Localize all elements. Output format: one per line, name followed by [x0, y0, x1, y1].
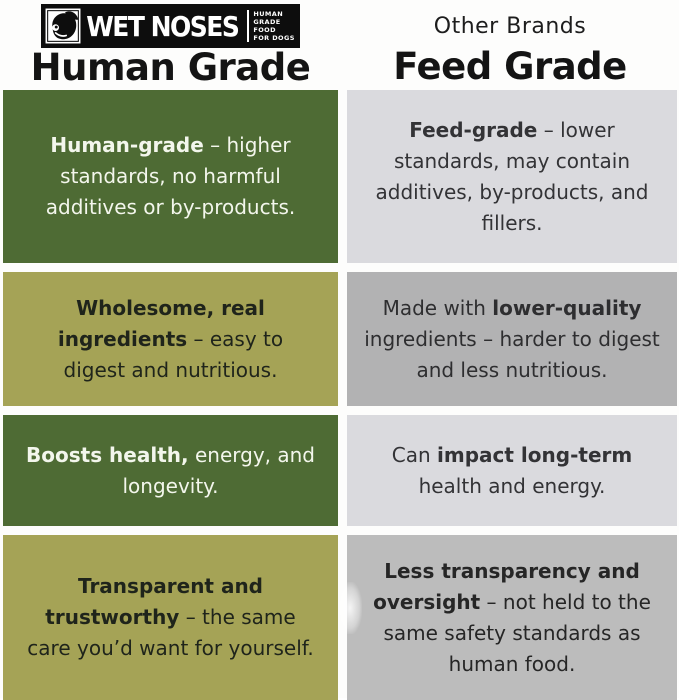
header-feed-grade-column: Other Brands Feed Grade — [341, 0, 679, 90]
wet-noses-logo: WET NOSES HUMAN GRADE FOOD FOR DOGS — [41, 4, 300, 48]
logo-brand-text: WET NOSES — [86, 9, 240, 43]
logo-tagline-line: FOOD — [253, 26, 276, 34]
other-brands-subtitle: Other Brands — [433, 14, 587, 39]
feed-grade-title: Feed Grade — [393, 45, 627, 88]
row3-human-grade-cell: Boosts health, energy, and longevity. — [3, 415, 338, 526]
row4-feed-grade-cell: Less transparency and oversight – not he… — [347, 535, 677, 700]
row2-feed-grade-cell: Made with lower-quality ingredients – ha… — [347, 272, 677, 406]
row3-human-grade-text: Boosts health, energy, and longevity. — [26, 442, 315, 498]
row4-human-grade-cell: Transparent and trustworthy – the same c… — [3, 535, 338, 700]
row2-human-grade-cell: Wholesome, real ingredients – easy to di… — [3, 272, 338, 406]
logo-tagline-line: GRADE — [253, 18, 281, 26]
logo-tagline: HUMAN GRADE FOOD FOR DOGS — [247, 10, 294, 42]
row4-human-grade-text: Transparent and trustworthy – the same c… — [27, 574, 314, 660]
row2-feed-grade-text: Made with lower-quality ingredients – ha… — [364, 295, 660, 382]
comparison-header: WET NOSES HUMAN GRADE FOOD FOR DOGS Huma… — [0, 0, 679, 90]
logo-tagline-line: FOR DOGS — [253, 34, 295, 42]
header-human-grade-column: WET NOSES HUMAN GRADE FOOD FOR DOGS Huma… — [0, 0, 341, 90]
row1-human-grade-text: Human-grade – higher standards, no harmf… — [45, 133, 296, 219]
dog-head-icon — [45, 8, 81, 44]
logo-tagline-line: HUMAN — [253, 10, 284, 18]
row1-feed-grade-text: Feed-grade – lower standards, may contai… — [375, 117, 649, 235]
row2-human-grade-text: Wholesome, real ingredients – easy to di… — [57, 295, 284, 382]
row1-human-grade-cell: Human-grade – higher standards, no harmf… — [3, 90, 338, 263]
row3-feed-grade-text: Can impact long-term health and energy. — [391, 442, 633, 498]
human-grade-title: Human Grade — [30, 46, 311, 89]
row1-feed-grade-cell: Feed-grade – lower standards, may contai… — [347, 90, 677, 263]
row4-feed-grade-text: Less transparency and oversight – not he… — [373, 558, 651, 676]
comparison-grid: Human-grade – higher standards, no harmf… — [3, 90, 677, 700]
row3-feed-grade-cell: Can impact long-term health and energy. — [347, 415, 677, 526]
